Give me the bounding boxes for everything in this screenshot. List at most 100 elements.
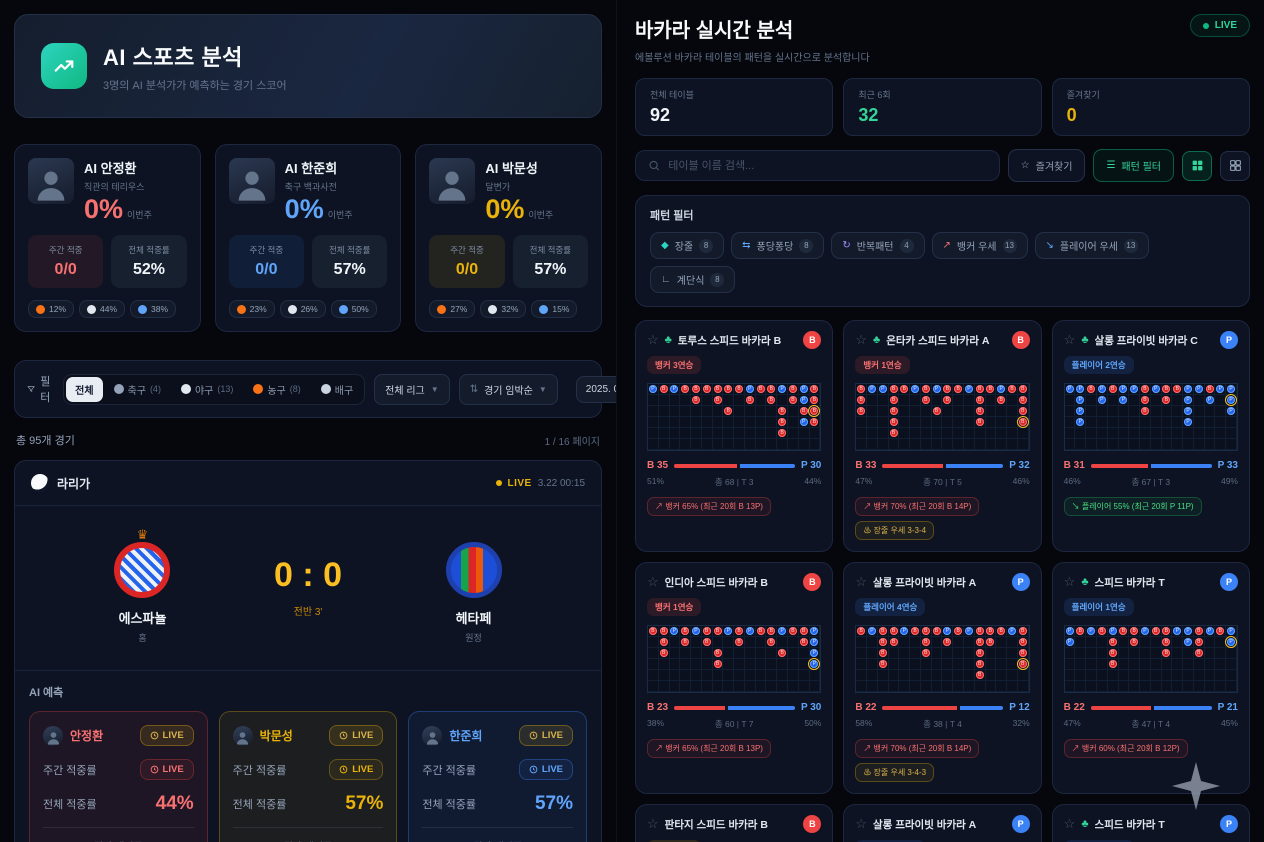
bead-cell (788, 439, 799, 450)
basketball-icon (236, 304, 246, 314)
bead-cell: B (680, 637, 692, 648)
bead-cell (996, 659, 1008, 670)
bead-cell (1118, 428, 1130, 439)
sport-filter-농구[interactable]: 농구 (8) (244, 377, 309, 402)
weekly-rate-live-pill: LIVE (139, 759, 194, 780)
bead-cell: P (669, 626, 681, 637)
favorite-star-icon[interactable]: ☆ (1063, 332, 1076, 347)
bead-cell: B (931, 626, 943, 637)
banker-bead: B (975, 418, 984, 426)
sport-filter-축구[interactable]: 축구 (4) (105, 377, 170, 402)
bead-cell: P (1183, 626, 1194, 637)
bead-cell: B (1016, 658, 1029, 670)
bead-cell (899, 659, 911, 670)
date-from-picker[interactable]: 2025. 03. 21. (575, 375, 616, 403)
sport-rate-badge: 15% (531, 300, 578, 318)
analyst-stat-boxes: 주간 적중 0/0 전체 적중률 57% (228, 235, 388, 288)
streak-chip: 플레이어 4연승 (855, 840, 926, 842)
ratio-bar[interactable] (1090, 463, 1212, 468)
grid-view-toggle[interactable] (1182, 150, 1212, 181)
favorite-star-icon[interactable]: ☆ (647, 332, 659, 347)
banker-bead: B (1140, 407, 1149, 415)
bead-cell (985, 648, 997, 659)
bead-cell (1107, 439, 1119, 450)
pattern-chip-뱅커 우세[interactable]: ↗ 뱅커 우세 13 (931, 232, 1028, 259)
favorite-star-icon[interactable]: ☆ (855, 574, 867, 589)
bead-cell (1226, 439, 1237, 450)
ratio-bar[interactable] (882, 705, 1004, 710)
home-team-name: 에스파뇰 (118, 611, 167, 626)
total-rate-value: 57% (534, 793, 574, 814)
player-bead: P (1065, 638, 1074, 646)
score: 0 : 0 (273, 556, 343, 594)
match-period: 전반 3' (293, 607, 323, 618)
bead-cell: B (744, 395, 756, 406)
table-search[interactable] (635, 150, 1000, 181)
bead-cell (1096, 406, 1108, 417)
bead-cell (744, 406, 756, 417)
bead-cell: P (1226, 626, 1237, 637)
bead-cell (1086, 406, 1097, 417)
ratio-bar[interactable] (1090, 705, 1212, 710)
player-bead: P (1119, 385, 1128, 393)
sort-dropdown[interactable]: ⇅ 경기 임박순 ▼ (458, 373, 558, 405)
pattern-chip-장줄[interactable]: ◆ 장줄 8 (650, 232, 725, 259)
banker-bead: B (889, 627, 898, 635)
favorite-star-icon[interactable]: ☆ (855, 816, 867, 831)
sparkle-icon (1172, 762, 1220, 810)
ratio-bar[interactable] (882, 463, 1004, 468)
bead-cell (953, 670, 965, 681)
favorite-star-icon[interactable]: ☆ (855, 332, 867, 347)
player-bead: P (691, 627, 700, 635)
bead-cell: P (964, 384, 975, 395)
bead-cell (788, 637, 799, 648)
favorite-star-icon[interactable]: ☆ (1063, 816, 1076, 831)
pattern-chip-퐁당퐁당[interactable]: ⇆ 퐁당퐁당 8 (731, 232, 825, 259)
league-dropdown[interactable]: 전체 리그 ▼ (374, 373, 450, 405)
player-bead: P (778, 627, 787, 635)
banker-bead: B (1194, 627, 1203, 635)
sport-rate-value: 12% (49, 304, 67, 314)
sport-rate-badge: 26% (279, 300, 326, 318)
pattern-chip-계단식[interactable]: ∟ 계단식 8 (650, 266, 736, 293)
banker-bead: B (911, 627, 920, 635)
banker-bead: B (1130, 627, 1139, 635)
bead-cell (1140, 439, 1151, 450)
filter-bar: 필터 전체 축구 (4) 야구 (13) 농구 (8) 배구 전체 리그 ▼ ⇅ 경기 임박순 ▼… (14, 360, 616, 418)
bead-cell: B (1016, 416, 1029, 428)
player-bead: P (1065, 627, 1074, 635)
bead-cell (658, 439, 670, 450)
favorite-star-icon[interactable]: ☆ (647, 574, 659, 589)
weekly-hits-box: 주간 적중 0/0 (429, 235, 505, 288)
search-input[interactable] (668, 159, 987, 172)
banker-bead: B (889, 385, 898, 393)
ratio-bar[interactable] (674, 705, 795, 710)
pattern-filter-button[interactable]: ☰ 패턴 필터 (1093, 149, 1174, 182)
bead-cell (777, 395, 789, 406)
prediction-card: 한준희 LIVE 주간 적중률 LIVE 전체 적중률 57% 결과 대기중 (408, 711, 588, 842)
bead-cell: P (1193, 384, 1205, 395)
sport-filter-야구[interactable]: 야구 (13) (172, 377, 242, 402)
sport-filter-all[interactable]: 전체 (66, 376, 103, 402)
bead-cell (899, 439, 911, 450)
bead-cell: B (888, 406, 900, 417)
favorites-button[interactable]: ☆ 즐겨찾기 (1007, 149, 1086, 182)
favorite-star-icon[interactable]: ☆ (647, 816, 659, 831)
bar-gap (724, 705, 728, 710)
chevron-down-icon: ▼ (430, 384, 439, 394)
total-rate-row: 전체 적중률 57% (233, 793, 384, 815)
weekly-rate-row: 주간 적중률 LIVE (43, 759, 194, 780)
pattern-chip-반복패턴[interactable]: ↻ 반복패턴 4 (831, 232, 925, 259)
banker-bead: B (713, 660, 722, 668)
bead-cell: P (777, 384, 789, 395)
bead-cell (755, 395, 767, 406)
bead-cell: B (1150, 626, 1162, 637)
list-view-toggle[interactable] (1220, 150, 1250, 181)
sport-filter-배구[interactable]: 배구 (312, 377, 362, 402)
bead-cell (788, 659, 799, 670)
ratio-bar[interactable] (674, 463, 795, 468)
favorite-star-icon[interactable]: ☆ (1063, 574, 1076, 589)
pattern-chip-플레이어 우세[interactable]: ↘ 플레이어 우세 13 (1034, 232, 1149, 259)
